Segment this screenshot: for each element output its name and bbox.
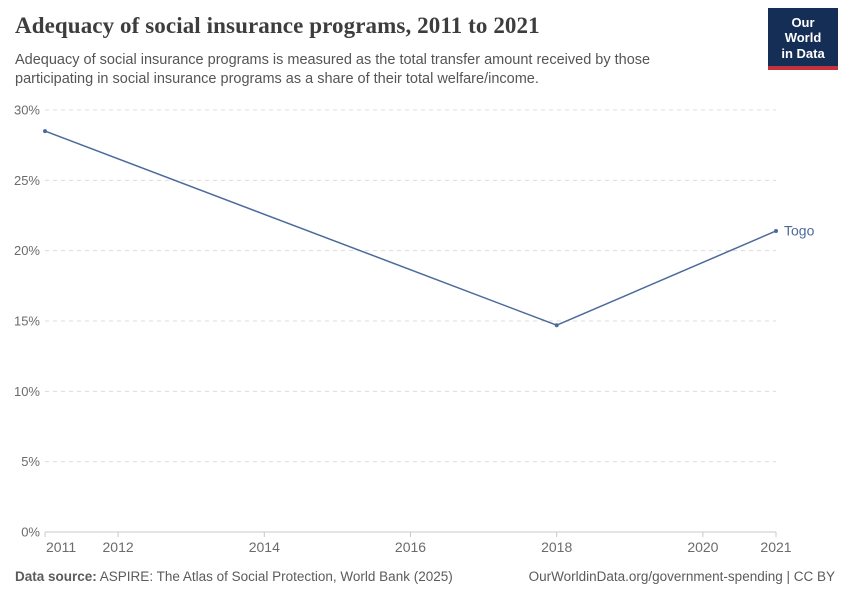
owid-logo-line1: Our World <box>784 15 822 46</box>
series-end-label-togo[interactable]: Togo <box>784 222 815 238</box>
series-line-togo[interactable] <box>44 130 777 326</box>
y-tick-label: 10% <box>14 384 40 399</box>
y-tick-label: 30% <box>14 103 40 118</box>
owid-logo-line2: in Data <box>781 45 825 61</box>
footer-datasource: Data source: ASPIRE: The Atlas of Social… <box>15 569 453 584</box>
series-point-togo[interactable] <box>43 129 47 134</box>
y-tick-label: 25% <box>14 173 40 188</box>
chart-subtitle: Adequacy of social insurance programs is… <box>15 52 651 87</box>
y-tick-label: 20% <box>14 243 40 258</box>
series-point-togo[interactable] <box>554 323 559 328</box>
x-tick-label: 2020 <box>687 539 718 555</box>
x-tick-label: 2016 <box>395 539 426 555</box>
chart-title: Adequacy of social insurance programs, 2… <box>15 13 540 38</box>
datasource-text: ASPIRE: The Atlas of Social Protection, … <box>99 569 453 584</box>
series-point-togo[interactable] <box>774 228 778 233</box>
y-tick-label: 5% <box>21 454 40 469</box>
y-tick-label: 15% <box>14 314 40 329</box>
owid-logo[interactable]: Our World in Data <box>768 8 838 70</box>
x-tick-label: 2018 <box>541 539 572 555</box>
x-tick-label: 2012 <box>103 539 134 555</box>
x-tick-label: 2021 <box>760 539 791 555</box>
footer-attribution-link[interactable]: OurWorldinData.org/government-spending |… <box>528 569 835 584</box>
datasource-label: Data source: <box>15 569 97 584</box>
x-tick-label: 2011 <box>46 539 76 555</box>
x-tick-label: 2014 <box>249 539 280 555</box>
y-tick-label: 0% <box>21 525 40 540</box>
